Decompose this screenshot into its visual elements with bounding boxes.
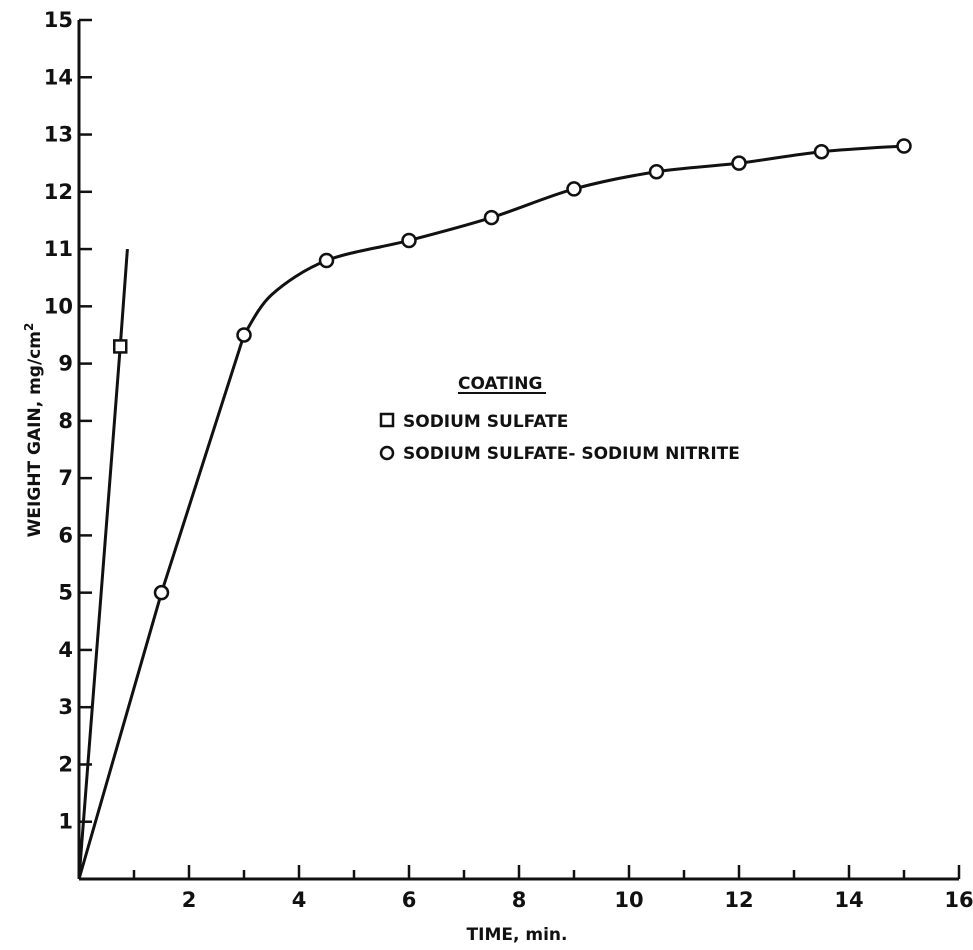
y-tick-label: 5 — [58, 581, 73, 605]
y-tick-label: 1 — [58, 810, 73, 834]
data-point-circle — [813, 143, 830, 160]
y-tick-label: 3 — [58, 695, 73, 719]
x-tick-label: 8 — [512, 888, 527, 912]
y-tick-label: 8 — [58, 409, 73, 433]
y-tick-label: 6 — [58, 523, 73, 547]
legend-label-sodium-sulfate-sodium-nitrite: SODIUM SULFATE- SODIUM NITRITE — [403, 444, 740, 464]
y-tick-label: 11 — [44, 237, 73, 261]
y-tick-label: 7 — [58, 466, 73, 490]
data-point-circle — [401, 232, 417, 249]
y-axis-title-superscript: 2 — [22, 323, 36, 331]
y-tick-label: 15 — [44, 8, 73, 32]
data-point-circle — [318, 252, 335, 269]
data-point-circle — [236, 327, 252, 343]
x-axis-title: TIME, min. — [467, 925, 568, 945]
data-point-circle — [153, 584, 170, 601]
series-line-2 — [77, 144, 905, 880]
y-tick-label: 13 — [44, 123, 73, 147]
y-axis-title-text: WEIGHT GAIN, mg/cm — [25, 331, 45, 537]
y-tick-label: 14 — [44, 65, 73, 89]
x-tick-label: 4 — [292, 888, 307, 912]
y-tick-label: 9 — [58, 352, 73, 376]
x-tick-label: 16 — [944, 888, 973, 912]
x-tick-label: 12 — [724, 888, 753, 912]
data-point-circle — [566, 181, 582, 197]
legend-circle-marker — [379, 445, 395, 461]
y-tick-label: 4 — [58, 638, 73, 662]
legend-square-marker — [379, 412, 395, 428]
legend: COATING SODIUM SULFATE SODIUM SULFATE- S… — [379, 374, 740, 464]
y-tick-label: 10 — [44, 294, 73, 318]
x-tick-label: 6 — [402, 888, 417, 912]
x-ticks: 2 4 6 8 10 12 14 16 — [132, 865, 973, 912]
legend-title: COATING — [458, 374, 542, 394]
x-tick-label: 10 — [614, 888, 643, 912]
series-markers — [113, 138, 912, 601]
data-point-circle — [648, 164, 665, 180]
x-tick-label: 14 — [834, 888, 863, 912]
data-point-circle — [731, 155, 747, 171]
series-lines — [77, 144, 905, 880]
x-tick-label: 2 — [182, 888, 197, 912]
y-tick-label: 12 — [44, 180, 73, 204]
y-axis-title: WEIGHT GAIN, mg/cm2 — [22, 323, 45, 538]
legend-label-sodium-sulfate: SODIUM SULFATE — [403, 412, 568, 432]
data-point-circle — [896, 138, 912, 154]
data-point-square — [113, 339, 128, 354]
y-tick-label: 2 — [58, 752, 73, 776]
data-point-circle — [483, 209, 500, 226]
